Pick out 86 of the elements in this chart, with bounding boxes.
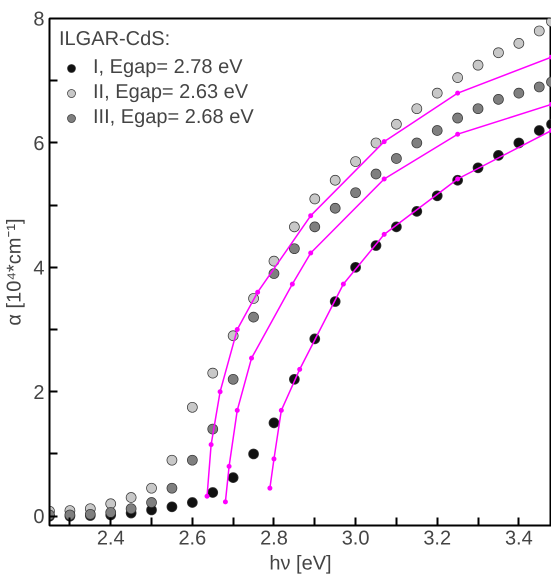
point xyxy=(411,103,422,114)
point xyxy=(290,282,295,287)
y-tick-label: 2 xyxy=(33,382,44,404)
point xyxy=(248,448,259,460)
y-tick-label: 8 xyxy=(33,8,44,30)
point xyxy=(228,472,239,483)
x-tick-label: 2.8 xyxy=(260,528,288,550)
x-tick-label: 3.2 xyxy=(423,528,452,550)
point xyxy=(432,88,443,98)
point xyxy=(455,90,460,96)
point xyxy=(234,327,240,332)
legend-label: II, Egap= 2.63 eV xyxy=(93,81,248,104)
point xyxy=(222,499,228,504)
point xyxy=(514,38,524,49)
point xyxy=(271,456,276,462)
point xyxy=(126,492,136,503)
point xyxy=(472,60,484,70)
point xyxy=(186,497,198,508)
point xyxy=(166,501,178,512)
x-axis-title: hν [eV] xyxy=(269,552,332,574)
point xyxy=(452,72,463,83)
point xyxy=(228,374,239,385)
point xyxy=(391,118,402,130)
point xyxy=(382,139,387,144)
point xyxy=(308,250,314,256)
point xyxy=(289,222,300,232)
point xyxy=(330,202,341,214)
point xyxy=(186,454,198,466)
point xyxy=(278,408,284,413)
point xyxy=(411,138,422,148)
point xyxy=(289,243,300,254)
point xyxy=(514,88,524,98)
point xyxy=(166,482,178,494)
point xyxy=(534,26,545,36)
point xyxy=(146,497,157,508)
point xyxy=(330,174,341,186)
point xyxy=(249,356,254,361)
point xyxy=(267,486,272,491)
point xyxy=(255,290,260,295)
point xyxy=(126,503,136,514)
legend-label: III, Egap= 2.68 eV xyxy=(93,106,254,129)
point xyxy=(186,402,198,413)
point xyxy=(309,222,320,232)
x-tick-label: 3.0 xyxy=(342,528,370,550)
point xyxy=(218,389,223,394)
point xyxy=(382,176,387,182)
point xyxy=(234,408,240,413)
legend-title: ILGAR-CdS: xyxy=(59,28,172,51)
point xyxy=(248,312,259,322)
point xyxy=(105,507,116,518)
point xyxy=(493,94,504,105)
x-tick-label: 3.4 xyxy=(504,528,533,550)
point xyxy=(452,112,463,124)
point xyxy=(391,153,402,164)
point xyxy=(370,138,382,148)
x-tick-label: 2.6 xyxy=(178,528,206,550)
point xyxy=(534,125,545,136)
point xyxy=(146,482,157,494)
point xyxy=(226,464,232,469)
point xyxy=(382,232,387,237)
point xyxy=(340,282,346,287)
point xyxy=(207,368,218,378)
point xyxy=(350,156,361,167)
point xyxy=(166,454,178,466)
x-tick-label: 2.4 xyxy=(96,528,125,550)
y-tick-label: 6 xyxy=(33,132,44,155)
point xyxy=(350,187,361,198)
y-tick-label: 0 xyxy=(33,506,44,528)
point xyxy=(208,442,214,448)
point xyxy=(432,125,443,136)
point xyxy=(493,47,504,58)
point xyxy=(268,256,280,266)
y-tick-label: 4 xyxy=(33,257,44,280)
point xyxy=(105,498,116,510)
y-axis-title: α [10⁴*cm⁻¹] xyxy=(3,218,26,326)
point xyxy=(309,194,320,204)
point xyxy=(207,487,218,498)
legend-label: I, Egap= 2.78 eV xyxy=(93,56,243,79)
point xyxy=(455,132,460,137)
point xyxy=(534,82,545,92)
point xyxy=(204,494,210,499)
point xyxy=(308,213,314,218)
point xyxy=(370,168,382,180)
point xyxy=(268,418,280,428)
point xyxy=(472,103,484,114)
point xyxy=(297,366,302,372)
